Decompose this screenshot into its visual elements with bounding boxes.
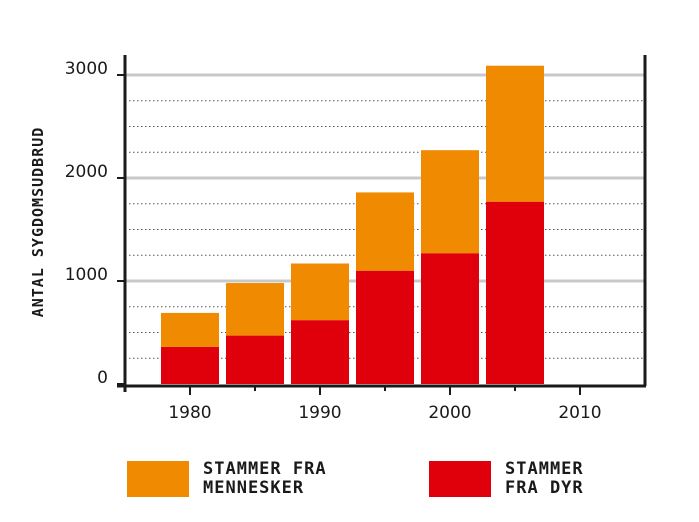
y-axis-label: ANTAL SYGDOMSUDBRUD: [29, 126, 47, 318]
bar-animals-5: [486, 201, 544, 384]
x-tick-label-1980: 1980: [168, 403, 211, 423]
y-tick-label-1000: 1000: [65, 265, 108, 285]
bars: [161, 65, 544, 384]
bar-humans-4: [421, 150, 479, 254]
axes: [117, 55, 647, 395]
x-tick-label-2000: 2000: [428, 403, 471, 423]
x-tick-label-1990: 1990: [298, 403, 341, 423]
bar-humans-3: [356, 192, 414, 271]
legend-item-animals: STAMMER FRA DYR: [429, 460, 584, 498]
legend-label-humans: STAMMER FRA MENNESKER: [203, 459, 327, 498]
bar-animals-4: [421, 253, 479, 384]
bar-animals-3: [356, 270, 414, 384]
legend-swatch-animals: [429, 461, 491, 497]
bar-animals-0: [161, 346, 219, 384]
bar-humans-0: [161, 312, 219, 347]
y-tick-label-0: 0: [97, 368, 108, 388]
bar-animals-1: [226, 335, 284, 384]
bar-humans-5: [486, 65, 544, 202]
y-tick-label-3000: 3000: [65, 59, 108, 79]
legend-item-humans: STAMMER FRA MENNESKER: [127, 460, 327, 498]
tick-labels: 0 1000 2000 3000 1980 1990 2000 2010: [65, 59, 602, 423]
y-tick-label-2000: 2000: [65, 162, 108, 182]
x-tick-label-2010: 2010: [558, 403, 601, 423]
legend-label-animals: STAMMER FRA DYR: [505, 459, 584, 498]
bar-animals-2: [291, 320, 349, 384]
bar-humans-1: [226, 283, 284, 336]
bar-humans-2: [291, 263, 349, 321]
legend-swatch-humans: [127, 461, 189, 497]
